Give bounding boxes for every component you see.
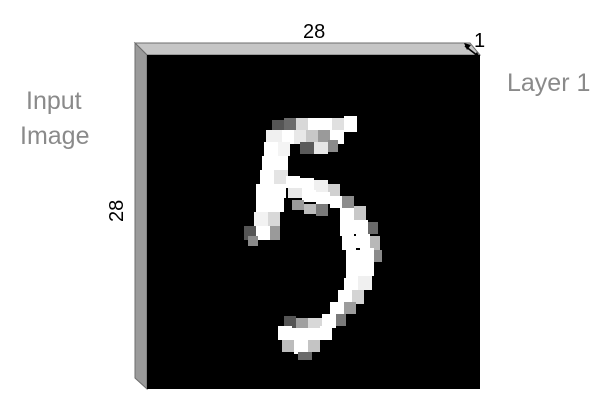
depth-dimension-arrow	[464, 43, 480, 58]
width-dimension-label: 28	[303, 21, 326, 43]
layer-label: Layer 1	[507, 69, 591, 97]
height-dimension-label: 28	[106, 199, 128, 222]
depth-dimension-label: 1	[474, 30, 486, 52]
input-label-line1: Input	[26, 87, 82, 115]
input-label-line2: Image	[20, 122, 90, 150]
volume-side-face	[134, 41, 148, 391]
digit-five-pixels	[244, 116, 382, 360]
volume-top-face	[133, 42, 482, 56]
